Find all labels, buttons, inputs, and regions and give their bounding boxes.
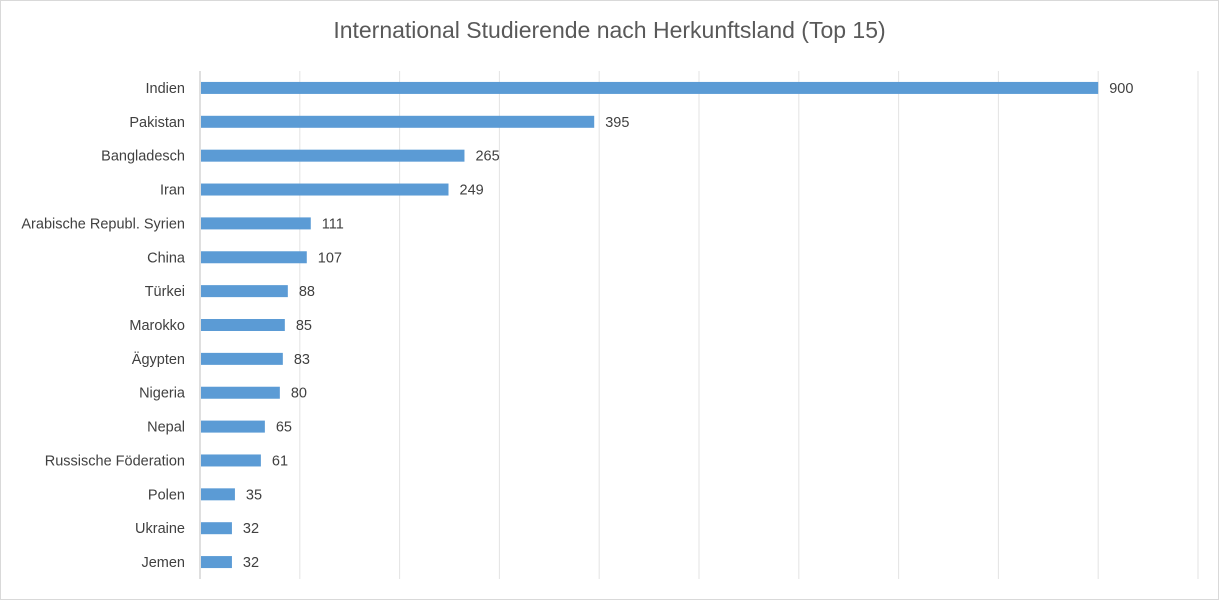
bar: [201, 285, 288, 298]
category-label: Russische Föderation: [45, 453, 185, 469]
category-label: Nigeria: [139, 386, 186, 402]
category-label: Pakistan: [129, 115, 185, 131]
bar: [201, 386, 280, 399]
data-label: 61: [272, 453, 288, 469]
bar: [201, 488, 235, 501]
bar: [201, 149, 465, 162]
data-label: 900: [1109, 81, 1133, 97]
category-label: Jemen: [141, 555, 185, 571]
category-label: Türkei: [145, 284, 185, 300]
category-label: China: [147, 250, 186, 266]
bar: [201, 251, 307, 264]
bar: [201, 420, 265, 433]
data-label: 35: [246, 487, 262, 503]
category-label: Ukraine: [135, 521, 185, 537]
category-label: Marokko: [129, 318, 185, 334]
data-label: 107: [318, 250, 342, 266]
bar: [201, 454, 261, 467]
data-label: 85: [296, 318, 312, 334]
data-label: 265: [475, 149, 499, 165]
category-label: Iran: [160, 183, 185, 199]
category-labels: Indien Pakistan Bangladesch Iran Arabische R…: [21, 81, 186, 571]
bar: [201, 319, 285, 331]
bar: [201, 217, 311, 230]
bar: [201, 115, 595, 128]
data-labels: 900 395 265 249 111 107 88 85 83 80 65 61 35 32 32: [243, 81, 1133, 571]
data-label: 32: [243, 555, 259, 571]
data-label: 83: [294, 352, 310, 368]
bar: [201, 556, 232, 569]
data-label: 395: [605, 115, 629, 131]
gridlines: [199, 71, 1199, 579]
data-label: 80: [291, 386, 307, 402]
data-label: 249: [460, 183, 484, 199]
category-label: Ägypten: [132, 351, 185, 368]
data-label: 111: [322, 216, 344, 232]
bar: [201, 352, 283, 365]
bar: [201, 183, 449, 196]
data-label: 65: [276, 420, 292, 436]
category-label: Indien: [145, 81, 185, 97]
bar: [201, 522, 232, 535]
chart-title: International Studierende nach Herkunfts…: [333, 17, 886, 43]
data-label: 32: [243, 521, 259, 537]
category-label: Bangladesch: [101, 149, 185, 165]
category-label: Polen: [148, 487, 185, 503]
category-label: Nepal: [147, 420, 185, 436]
data-label: 88: [299, 284, 315, 300]
category-label: Arabische Republ. Syrien: [21, 216, 185, 232]
bar: [201, 81, 1099, 94]
bars: [201, 81, 1099, 569]
